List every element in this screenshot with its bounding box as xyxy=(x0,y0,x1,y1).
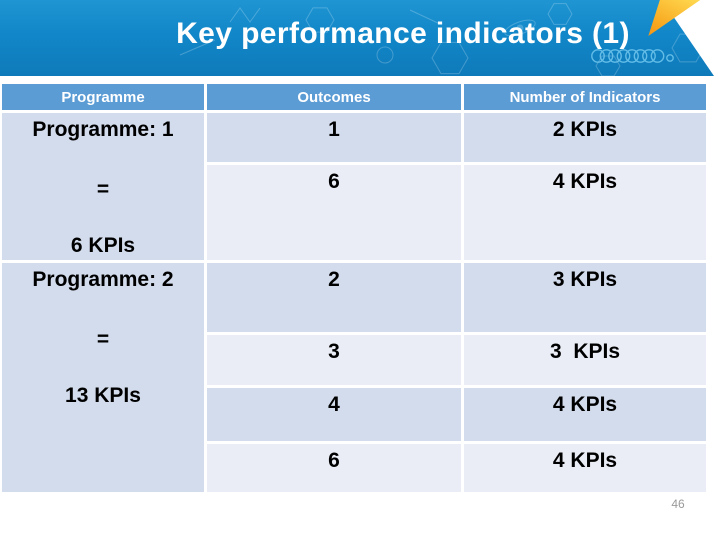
programme-2-equals-sign: = xyxy=(96,328,110,351)
programme-group-1-cell: Programme: 1 = 6 KPIs xyxy=(2,113,204,260)
programme-1-name: Programme: 1 xyxy=(32,118,174,141)
column-header-outcomes: Outcomes xyxy=(207,84,461,110)
column-header-number-of-indicators: Number of Indicators xyxy=(464,84,706,110)
indicator-cell: 3 KPIs xyxy=(464,335,706,385)
indicator-cell: 3 KPIs xyxy=(464,263,706,332)
outcome-cell: 3 xyxy=(207,335,461,385)
slide-title: Key performance indicators (1) xyxy=(176,17,630,50)
title-banner: Key performance indicators (1) xyxy=(0,0,714,76)
outcome-cell: 6 xyxy=(207,165,461,260)
indicator-cell: 4 KPIs xyxy=(464,388,706,441)
column-header-programme: Programme xyxy=(2,84,204,110)
programme-2-total-kpis: 13 KPIs xyxy=(65,384,141,407)
outcome-cell: 4 xyxy=(207,388,461,441)
indicator-cell: 4 KPIs xyxy=(464,165,706,260)
kpi-table: Programme Outcomes Number of Indicators … xyxy=(2,84,706,492)
programme-1-total-kpis: 6 KPIs xyxy=(70,234,136,257)
indicator-cell: 4 KPIs xyxy=(464,444,706,492)
programme-group-2-cell: Programme: 2 = 13 KPIs xyxy=(2,263,204,492)
page-number: 46 xyxy=(671,497,685,511)
programme-1-equals-sign: = xyxy=(96,178,110,201)
indicator-cell: 2 KPIs xyxy=(464,113,706,162)
outcome-cell: 1 xyxy=(207,113,461,162)
outcome-cell: 6 xyxy=(207,444,461,492)
programme-2-name: Programme: 2 xyxy=(32,268,174,291)
coil-icon xyxy=(591,49,674,63)
outcome-cell: 2 xyxy=(207,263,461,332)
